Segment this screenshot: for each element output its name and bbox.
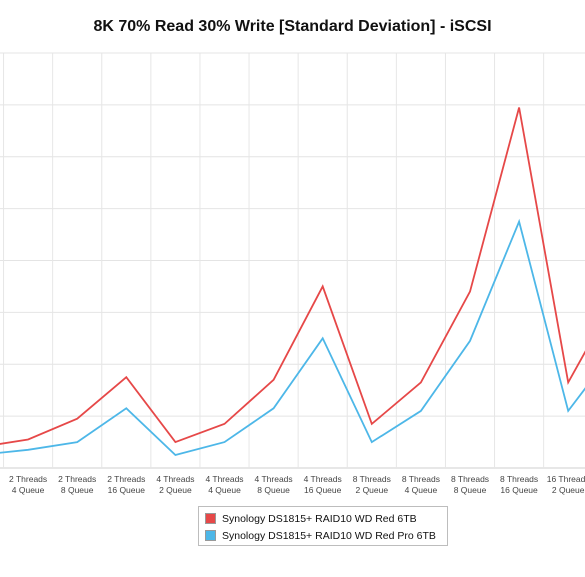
x-tick-label: 2 Threads 8 Queue (58, 474, 96, 495)
legend-item-red: Synology DS1815+ RAID10 WD Red 6TB (205, 510, 441, 527)
x-tick-label: 2 Threads 16 Queue (107, 474, 145, 495)
legend-swatch-red (205, 513, 216, 524)
x-tick-label: 8 Threads 16 Queue (500, 474, 538, 495)
x-tick-label: 8 Threads 4 Queue (402, 474, 440, 495)
x-tick-label: 4 Threads 16 Queue (304, 474, 342, 495)
grid-layer (0, 52, 585, 469)
x-tick-label: 8 Threads 8 Queue (451, 474, 489, 495)
legend-item-blue: Synology DS1815+ RAID10 WD Red Pro 6TB (205, 527, 441, 544)
legend-swatch-blue (205, 530, 216, 541)
legend-label-red: Synology DS1815+ RAID10 WD Red 6TB (222, 512, 417, 525)
x-tick-label: 4 Threads 2 Queue (156, 474, 194, 495)
legend: Synology DS1815+ RAID10 WD Red 6TB Synol… (198, 506, 448, 546)
x-tick-label: 2 Threads 4 Queue (9, 474, 47, 495)
x-tick-label: 4 Threads 4 Queue (205, 474, 243, 495)
chart-title: 8K 70% Read 30% Write [Standard Deviatio… (93, 18, 492, 35)
series-layer (0, 107, 585, 456)
x-tick-label: 8 Threads 2 Queue (353, 474, 391, 495)
x-tick-label: 4 Threads 8 Queue (255, 474, 293, 495)
legend-label-blue: Synology DS1815+ RAID10 WD Red Pro 6TB (222, 529, 436, 542)
series-line-0 (0, 107, 585, 445)
series-line-1 (0, 218, 585, 456)
